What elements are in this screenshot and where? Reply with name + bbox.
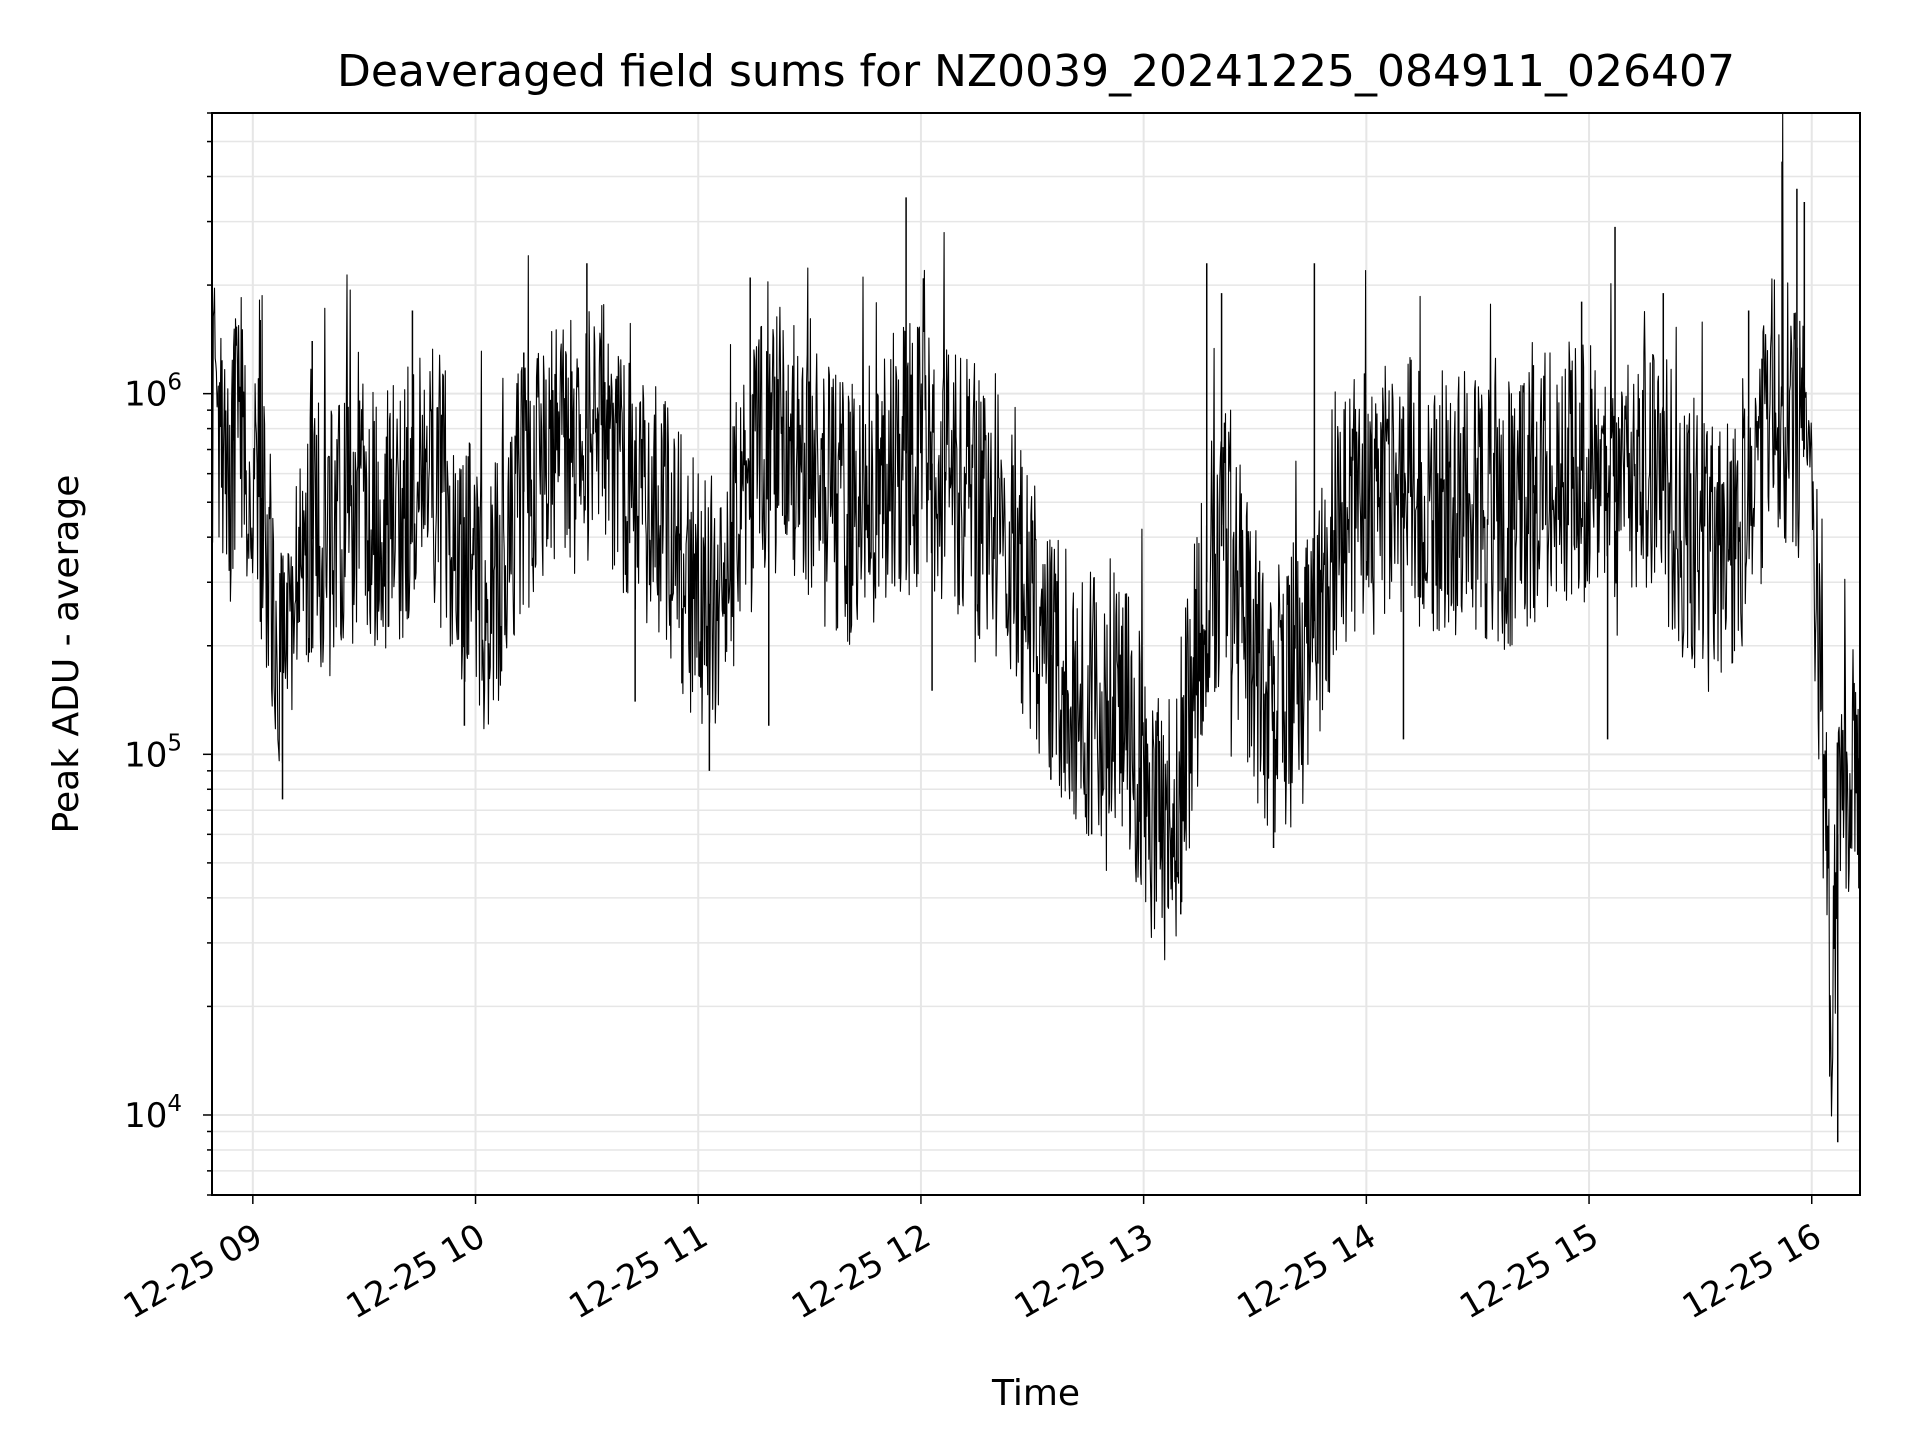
chart-title: Deaveraged field sums for NZ0039_2024122…: [337, 46, 1735, 97]
y-tick-label: 104: [124, 1091, 182, 1136]
plot-frame: [211, 112, 1861, 1196]
grid: [212, 112, 1860, 1196]
y-axis-label: Peak ADU - average: [46, 475, 87, 834]
x-axis-label: Time: [991, 1373, 1080, 1414]
y-axis: 104 105 106: [124, 112, 212, 1196]
series-layer: [212, 113, 1860, 1143]
y-tick-label: 105: [124, 730, 182, 775]
y-tick-label: 106: [124, 370, 182, 415]
series-line: [212, 113, 1860, 1117]
